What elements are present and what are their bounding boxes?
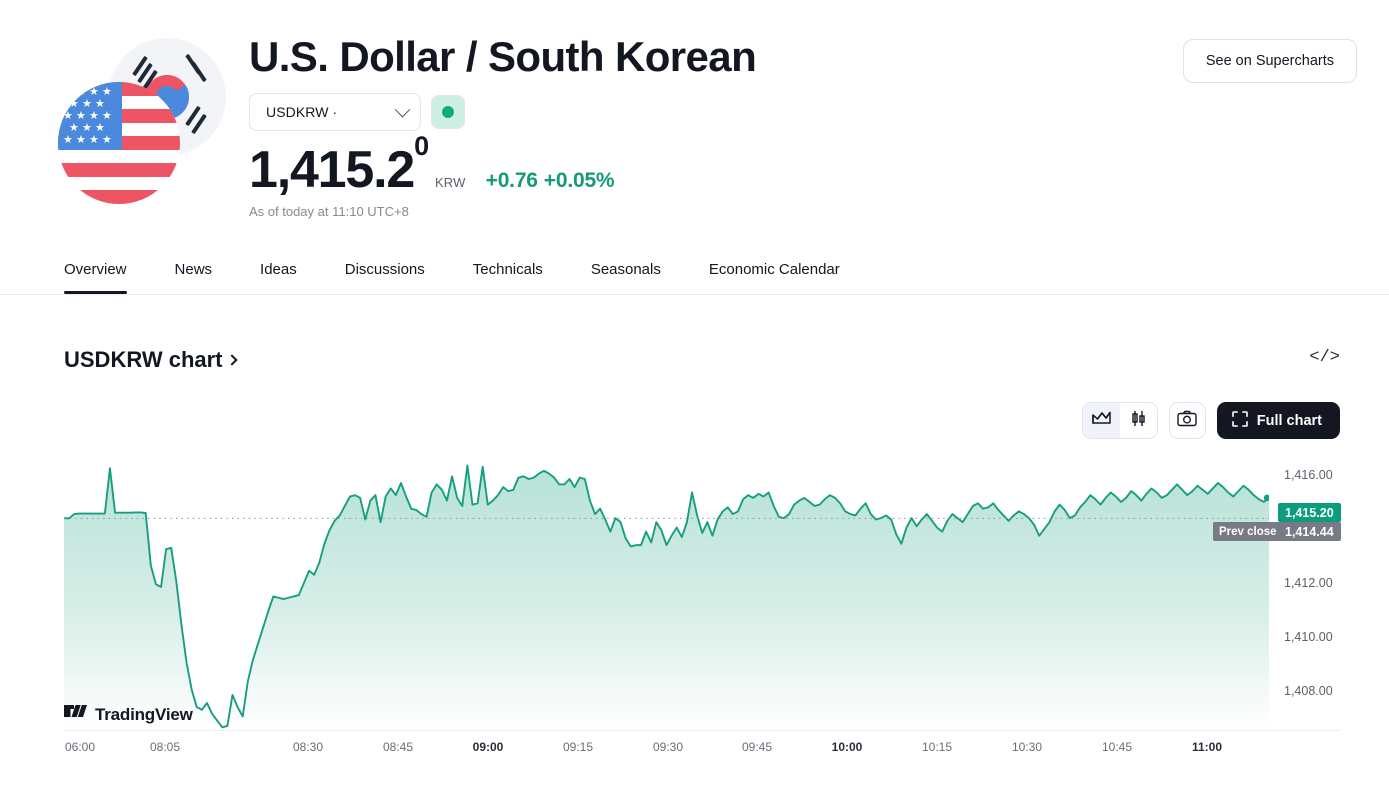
candlestick-chart-button[interactable]: [1119, 403, 1157, 438]
time-axis-tick: 11:00: [1191, 740, 1223, 754]
candlestick-icon: [1129, 410, 1148, 432]
chart-title-label: USDKRW chart: [64, 347, 223, 372]
time-axis-tick: 09:30: [652, 740, 684, 754]
change-absolute: +0.76: [485, 169, 538, 192]
price-chart[interactable]: [64, 452, 1269, 730]
area-chart-button[interactable]: [1082, 403, 1120, 438]
time-axis-tick: 09:15: [562, 740, 594, 754]
time-axis-tick: 10:15: [921, 740, 953, 754]
chart-title-link[interactable]: USDKRW chart: [64, 347, 238, 373]
full-chart-label: Full chart: [1256, 412, 1322, 429]
embed-code-icon[interactable]: </>: [1309, 348, 1340, 367]
tab-seasonals[interactable]: Seasonals: [590, 261, 661, 278]
tab-overview[interactable]: Overview: [64, 261, 127, 294]
tab-ideas[interactable]: Ideas: [260, 261, 297, 278]
chart-bottom-divider: [64, 730, 1340, 731]
time-axis-tick: 09:45: [741, 740, 773, 754]
time-axis-tick: 09:00: [472, 740, 504, 754]
area-chart-icon: [1091, 410, 1111, 431]
prev-close-label: Prev close: [1213, 522, 1283, 541]
usa-flag-icon: ★ ★ ★ ★ ★ ★ ★ ★ ★ ★ ★ ★ ★ ★ ★ ★ ★: [58, 82, 180, 204]
symbol-select[interactable]: USDKRW ·: [249, 93, 421, 131]
section-tabs: Overview News Ideas Discussions Technica…: [64, 261, 840, 294]
time-axis[interactable]: 06:00 08:05 08:30 08:45 09:00 09:15 09:30 09:45…: [0, 740, 1389, 762]
see-on-supercharts-button[interactable]: See on Supercharts: [1182, 39, 1357, 83]
quote-timestamp: As of today at 11:10 UTC+8: [249, 204, 409, 219]
price-axis-tick: 1,416.00: [1284, 468, 1333, 483]
tab-discussions[interactable]: Discussions: [344, 261, 425, 278]
price-axis-tick: 1,408.00: [1284, 684, 1333, 699]
time-axis-tick: 10:00: [831, 740, 863, 754]
us-canton: ★ ★ ★ ★ ★ ★ ★ ★ ★ ★ ★ ★ ★ ★ ★ ★ ★: [58, 82, 122, 150]
market-open-dot-icon: [442, 106, 454, 118]
last-price-badge: 1,415.20: [1278, 503, 1341, 522]
symbol-controls: USDKRW ·: [249, 93, 465, 131]
chart-area-fill: [64, 465, 1269, 730]
time-axis-tick: 08:05: [149, 740, 181, 754]
page-title: U.S. Dollar / South Korean: [249, 33, 757, 80]
time-axis-tick: 10:30: [1011, 740, 1043, 754]
prev-close-badge: 1,414.44: [1278, 522, 1341, 541]
chevron-right-icon: [225, 354, 238, 366]
time-axis-tick: 08:30: [292, 740, 324, 754]
currency-pair-logo: ★ ★ ★ ★ ★ ★ ★ ★ ★ ★ ★ ★ ★ ★ ★ ★ ★: [52, 30, 232, 210]
time-axis-tick: 10:45: [1101, 740, 1133, 754]
chart-type-toggle-group: [1081, 402, 1158, 439]
symbol-header: ★ ★ ★ ★ ★ ★ ★ ★ ★ ★ ★ ★ ★ ★ ★ ★ ★: [0, 0, 1389, 296]
tradingview-logo-icon: [64, 705, 88, 725]
tradingview-wordmark: TradingView: [95, 705, 193, 724]
market-status-button[interactable]: [431, 95, 465, 129]
last-price: 1,415.20: [249, 132, 429, 199]
tab-news[interactable]: News: [174, 261, 213, 278]
tab-economic-calendar[interactable]: Economic Calendar: [708, 261, 840, 278]
price-quote: 1,415.20 KRW +0.76 +0.05%: [249, 132, 615, 199]
last-price-decimal: 0: [414, 130, 429, 161]
snapshot-button[interactable]: [1168, 402, 1206, 439]
price-axis-tick: 1,410.00: [1284, 630, 1333, 645]
fullscreen-icon: [1231, 410, 1248, 431]
tab-technicals[interactable]: Technicals: [472, 261, 543, 278]
symbol-select-value: USDKRW ·: [266, 104, 338, 120]
price-axis-tick: 1,412.00: [1284, 576, 1333, 591]
change-percent: +0.05%: [543, 169, 615, 192]
tabs-divider: [0, 294, 1389, 295]
tradingview-watermark: TradingView: [64, 705, 193, 725]
chevron-down-icon: [394, 101, 411, 117]
price-change: +0.76 +0.05%: [480, 169, 615, 193]
time-axis-tick: 06:00: [64, 740, 96, 754]
full-chart-button[interactable]: Full chart: [1216, 402, 1340, 439]
time-axis-tick: 08:45: [382, 740, 414, 754]
chart-toolbar: Full chart: [1081, 402, 1340, 439]
camera-icon: [1177, 410, 1197, 432]
chart-line: [64, 464, 1269, 729]
price-currency: KRW: [434, 175, 466, 190]
last-price-dot: [1263, 494, 1269, 502]
price-axis[interactable]: 1,416.001,414.001,412.001,410.001,408.00: [1270, 452, 1389, 730]
last-price-value: 1,415.2: [249, 141, 415, 199]
